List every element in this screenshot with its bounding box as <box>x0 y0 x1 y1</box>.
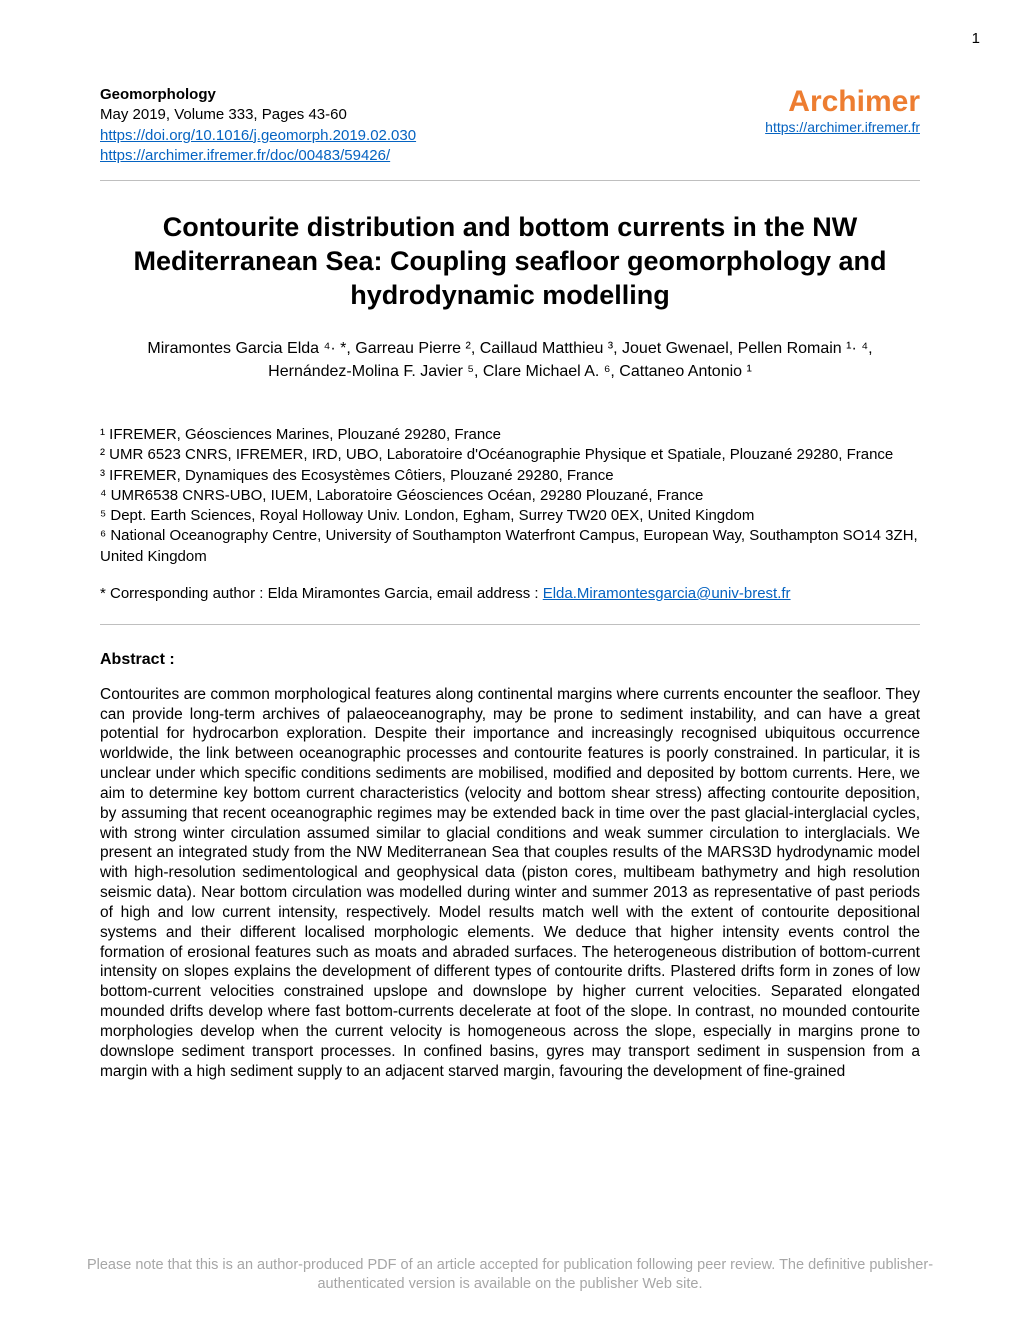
affiliation-5: ⁵ Dept. Earth Sciences, Royal Holloway U… <box>100 506 920 526</box>
journal-name: Geomorphology <box>100 85 416 105</box>
affiliations-block: ¹ IFREMER, Géosciences Marines, Plouzané… <box>100 425 920 567</box>
authors-line-1: Miramontes Garcia Elda ⁴· *, Garreau Pie… <box>100 338 920 360</box>
page-number: 1 <box>972 30 980 47</box>
archimer-logo: Archimer <box>765 85 920 119</box>
article-title: Contourite distribution and bottom curre… <box>110 211 910 312</box>
affiliation-4: ⁴ UMR6538 CNRS-UBO, IUEM, Laboratoire Gé… <box>100 486 920 506</box>
authors-line-2: Hernández-Molina F. Javier ⁵, Clare Mich… <box>100 361 920 383</box>
corresponding-label: * Corresponding author : Elda Miramontes… <box>100 585 543 602</box>
doi-link[interactable]: https://doi.org/10.1016/j.geomorph.2019.… <box>100 127 416 144</box>
affiliation-3: ³ IFREMER, Dynamiques des Ecosystèmes Cô… <box>100 466 920 486</box>
header-divider <box>100 180 920 181</box>
archimer-site-link[interactable]: https://archimer.ifremer.fr <box>765 119 920 135</box>
affiliation-6: ⁶ National Oceanography Centre, Universi… <box>100 526 920 567</box>
footer-note: Please note that this is an author-produ… <box>60 1256 960 1294</box>
abstract-body: Contourites are common morphological fea… <box>100 685 920 1082</box>
header-right: Archimer https://archimer.ifremer.fr <box>765 85 920 137</box>
corresponding-author: * Corresponding author : Elda Miramontes… <box>100 585 920 602</box>
header-left: Geomorphology May 2019, Volume 333, Page… <box>100 85 416 166</box>
issue-info: May 2019, Volume 333, Pages 43-60 <box>100 105 416 125</box>
affiliation-1: ¹ IFREMER, Géosciences Marines, Plouzané… <box>100 425 920 445</box>
affiliation-2: ² UMR 6523 CNRS, IFREMER, IRD, UBO, Labo… <box>100 445 920 465</box>
header-block: Geomorphology May 2019, Volume 333, Page… <box>100 85 920 166</box>
abstract-divider <box>100 624 920 625</box>
authors-block: Miramontes Garcia Elda ⁴· *, Garreau Pie… <box>100 338 920 383</box>
corresponding-email-link[interactable]: Elda.Miramontesgarcia@univ-brest.fr <box>543 585 791 602</box>
abstract-heading: Abstract : <box>100 651 920 669</box>
archimer-doc-link[interactable]: https://archimer.ifremer.fr/doc/00483/59… <box>100 147 390 164</box>
